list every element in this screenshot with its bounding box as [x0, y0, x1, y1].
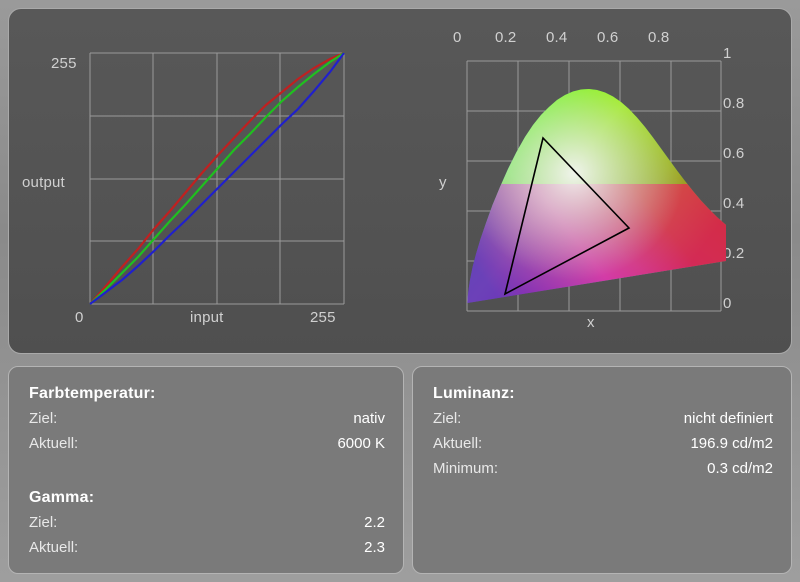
tone-curve-x-min-label: 0	[75, 309, 84, 326]
color-temperature-target-label: Ziel:	[29, 410, 58, 427]
luminance-target-value: nicht definiert	[683, 410, 773, 427]
cie-y-axis-title: y	[439, 174, 447, 191]
gamma-title: Gamma:	[29, 489, 95, 506]
tone-curve-x-axis-title: input	[190, 309, 224, 326]
cie-y-tick-1: 1	[723, 45, 732, 62]
gamma-current-label: Aktuell:	[29, 539, 79, 556]
color-temperature-target-value: nativ	[353, 410, 385, 427]
cie-x-tick-0-8: 0.8	[648, 29, 670, 46]
color-temperature-gamma-panel: Farbtemperatur: Ziel: nativ Aktuell: 600…	[8, 366, 404, 574]
luminance-target-label: Ziel:	[433, 410, 462, 427]
graphs-panel: 255 output 0 input 255	[8, 8, 792, 354]
tone-curve-green-trace	[89, 52, 345, 305]
gamma-current-value: 2.3	[364, 539, 385, 556]
cie-y-tick-0-6: 0.6	[723, 145, 745, 162]
cie-x-tick-0: 0	[453, 29, 462, 46]
tone-curve-blue-trace	[89, 52, 345, 305]
cie-y-tick-0-2: 0.2	[723, 245, 745, 262]
tone-curve-y-max-label: 255	[51, 55, 77, 72]
luminance-panel: Luminanz: Ziel: nicht definiert Aktuell:…	[412, 366, 792, 574]
cie-gamut-triangle	[503, 136, 631, 296]
gamma-target-value: 2.2	[364, 514, 385, 531]
gamma-target-label: Ziel:	[29, 514, 58, 531]
tone-curve-red-trace	[89, 51, 345, 305]
cie-y-tick-0: 0	[723, 295, 732, 312]
cie-x-tick-0-4: 0.4	[546, 29, 568, 46]
cie-gamut-horseshoe	[467, 89, 726, 303]
luminance-minimum-label: Minimum:	[433, 460, 499, 477]
luminance-title: Luminanz:	[433, 385, 515, 402]
cie-x-axis-title: x	[587, 314, 595, 331]
color-temperature-current-label: Aktuell:	[29, 435, 79, 452]
cie-y-tick-0-8: 0.8	[723, 95, 745, 112]
tone-curve-y-axis-title: output	[22, 174, 65, 191]
tone-curve-x-max-label: 255	[310, 309, 336, 326]
tone-curve-svg	[89, 51, 345, 305]
cie-svg	[466, 60, 726, 312]
cie-x-tick-0-6: 0.6	[597, 29, 619, 46]
luminance-current-label: Aktuell:	[433, 435, 483, 452]
luminance-minimum-value: 0.3 cd/m2	[707, 460, 773, 477]
luminance-current-value: 196.9 cd/m2	[690, 435, 773, 452]
cie-x-tick-0-2: 0.2	[495, 29, 517, 46]
color-temperature-current-value: 6000 K	[337, 435, 385, 452]
color-temperature-title: Farbtemperatur:	[29, 385, 156, 402]
cie-y-tick-0-4: 0.4	[723, 195, 745, 212]
